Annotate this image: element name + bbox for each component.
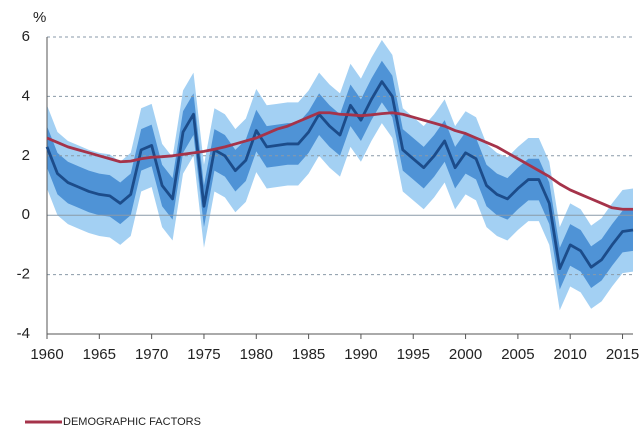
y-tick-label: 4 <box>22 87 30 104</box>
line <box>46 111 633 211</box>
y-tick-label: 0 <box>22 206 30 223</box>
x-tick-label: 2010 <box>554 346 587 363</box>
y-tick-label: -2 <box>17 266 30 283</box>
y-tick-label: 6 <box>22 28 30 45</box>
x-tick-label: 2000 <box>449 346 482 363</box>
legend-label: DEMOGRAPHIC FACTORS <box>63 416 201 428</box>
x-tick-label: 1960 <box>30 346 63 363</box>
x-tick-label: 2015 <box>606 346 639 363</box>
x-tick-label: 1985 <box>292 346 325 363</box>
y-tick-label: -4 <box>17 325 30 342</box>
x-tick-label: 1990 <box>344 346 377 363</box>
y-unit: % <box>33 9 46 26</box>
line <box>45 80 634 271</box>
x-tick-label: 1965 <box>83 346 116 363</box>
x-tick-label: 1995 <box>397 346 430 363</box>
x-tick-label: 2005 <box>501 346 534 363</box>
x-tick-label: 1975 <box>187 346 220 363</box>
x-tick-label: 1980 <box>240 346 273 363</box>
x-tick-label: 1970 <box>135 346 168 363</box>
y-tick-label: 2 <box>22 147 30 164</box>
